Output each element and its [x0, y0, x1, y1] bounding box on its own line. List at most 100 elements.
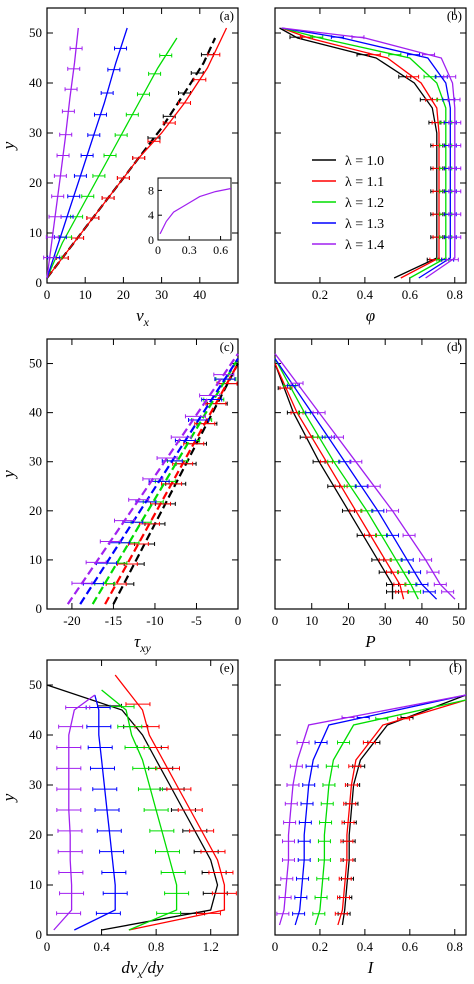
y-tick-label: 40 [29, 75, 42, 90]
legend-label: λ = 1.1 [345, 175, 384, 190]
y-axis-label: y [0, 141, 18, 151]
x-tick-label: 0.6 [402, 287, 419, 302]
y-tick-label: 30 [29, 777, 42, 792]
y-tick-label: 10 [29, 552, 42, 567]
x-tick-label: 0 [272, 939, 279, 954]
panel-tag: (f) [449, 660, 462, 675]
y-tick-label: 50 [29, 356, 42, 371]
x-tick-label: -20 [63, 613, 80, 628]
x-tick-label: 0 [44, 939, 51, 954]
series-line-lambda-1.1 [114, 674, 226, 931]
x-tick-label: 0.2 [312, 287, 328, 302]
x-axis-label: I [367, 958, 375, 977]
x-tick-label: 30 [379, 613, 392, 628]
x-tick-label: 20 [117, 287, 130, 302]
panel-tag: (d) [447, 339, 462, 354]
legend-label: λ = 1.3 [345, 217, 384, 232]
series-line-lambda-1.2 [314, 699, 467, 926]
inset-x-tick-label: 0.6 [213, 243, 228, 257]
x-tick-label: 40 [415, 613, 428, 628]
x-tick-label: 40 [193, 287, 206, 302]
plot-frame [46, 338, 239, 610]
x-tick-label: 0.4 [357, 939, 374, 954]
x-axis-label: vx [136, 306, 150, 329]
y-tick-label: 20 [29, 503, 42, 518]
panel-tag: (c) [220, 339, 234, 354]
series-line-lambda-1.0 [341, 694, 467, 926]
panel-tag: (b) [447, 8, 462, 23]
x-tick-label: 10 [305, 613, 318, 628]
panel-e: 0 0.4 0.8 1.2 0 10 20 30 40 50 (e) y [0, 659, 239, 954]
series-line-lambda-1.1 [274, 363, 405, 600]
plot-frame [46, 659, 239, 936]
series-line-lambda-1.4 [46, 27, 79, 279]
x-tick-label: 0 [272, 613, 279, 628]
series-line-lambda-1.3 [46, 27, 128, 279]
y-tick-label: 0 [36, 601, 43, 616]
y-tick-label: 0 [36, 275, 43, 290]
x-tick-label: 0.8 [447, 939, 463, 954]
y-tick-label: 10 [29, 877, 42, 892]
panel-c: -20 -15 -10 -5 0 0 10 20 30 40 50 (c) y [0, 338, 242, 628]
y-axis-label: y [0, 793, 18, 803]
plot-frame [274, 659, 467, 936]
x-tick-label: 0.2 [312, 939, 328, 954]
series-line-lambda-1.3 [274, 358, 438, 600]
series-line-lambda-1.4 [278, 694, 467, 926]
x-tick-label: -15 [105, 613, 122, 628]
plot-frame [274, 338, 467, 610]
x-axis-label: φ [366, 306, 375, 325]
inset-y-tick-label: 8 [148, 183, 154, 197]
x-tick-label: 0.8 [148, 939, 164, 954]
y-tick-label: 50 [29, 677, 42, 692]
x-axis-label: P [364, 632, 375, 651]
y-tick-label: 10 [29, 225, 42, 240]
legend: λ = 1.0 λ = 1.1 λ = 1.2 λ = 1.3 λ = 1.4 [312, 154, 384, 253]
series-line-lambda-1.0 [274, 363, 394, 600]
series-line-lambda-1.2 [274, 358, 419, 600]
x-tick-label: 0.4 [357, 287, 374, 302]
x-tick-label: 0.6 [402, 939, 419, 954]
y-tick-label: 0 [36, 927, 43, 942]
x-axis-label: dvx/dy [121, 958, 164, 981]
y-tick-label: 20 [29, 827, 42, 842]
inset-x-tick-label: 0.3 [182, 243, 197, 257]
legend-label: λ = 1.4 [345, 238, 384, 253]
x-tick-label: 0.8 [447, 287, 463, 302]
series-line-lambda-1.3 [294, 694, 467, 926]
x-axis-label: τxy [134, 632, 151, 655]
inset-y-tick-label: 4 [148, 208, 154, 222]
x-tick-label: 10 [79, 287, 92, 302]
y-tick-label: 40 [29, 405, 42, 420]
series-line-lambda-1.1 [337, 699, 467, 926]
panel-d: 0 10 20 30 40 50 (d) [272, 338, 467, 628]
y-axis-label: y [0, 470, 18, 480]
legend-label: λ = 1.2 [345, 196, 384, 211]
inset-series-line [159, 187, 232, 235]
panel-a: 0 10 20 30 40 0 10 20 30 40 50 (a) y 0 0.3 0.6 0 4 8 [0, 7, 239, 302]
y-tick-label: 40 [29, 727, 42, 742]
y-tick-label: 30 [29, 125, 42, 140]
panel-tag: (e) [220, 660, 234, 675]
x-tick-label: -5 [191, 613, 202, 628]
panel-tag: (a) [220, 8, 234, 23]
y-tick-label: 30 [29, 454, 42, 469]
plot-frame [46, 7, 239, 284]
x-tick-label: 0.4 [93, 939, 110, 954]
x-tick-label: 0 [235, 613, 242, 628]
inset-frame [157, 177, 232, 241]
inset-x-tick-label: 0 [155, 243, 161, 257]
x-tick-label: 20 [342, 613, 355, 628]
series-line-lambda-1.3 [74, 694, 116, 931]
panel-f: 0 0.2 0.4 0.6 0.8 (f) [272, 659, 467, 954]
x-tick-label: -10 [146, 613, 163, 628]
inset-y-tick-label: 0 [148, 233, 154, 247]
x-tick-label: 1.2 [203, 939, 219, 954]
series-line-lambda-1.4 [274, 353, 456, 600]
series-line-lambda-1.0 [46, 37, 217, 279]
x-tick-label: 0 [44, 287, 51, 302]
y-tick-label: 20 [29, 175, 42, 190]
panel-b: 0.2 0.4 0.6 0.8 (b) [274, 7, 467, 302]
y-tick-label: 50 [29, 25, 42, 40]
